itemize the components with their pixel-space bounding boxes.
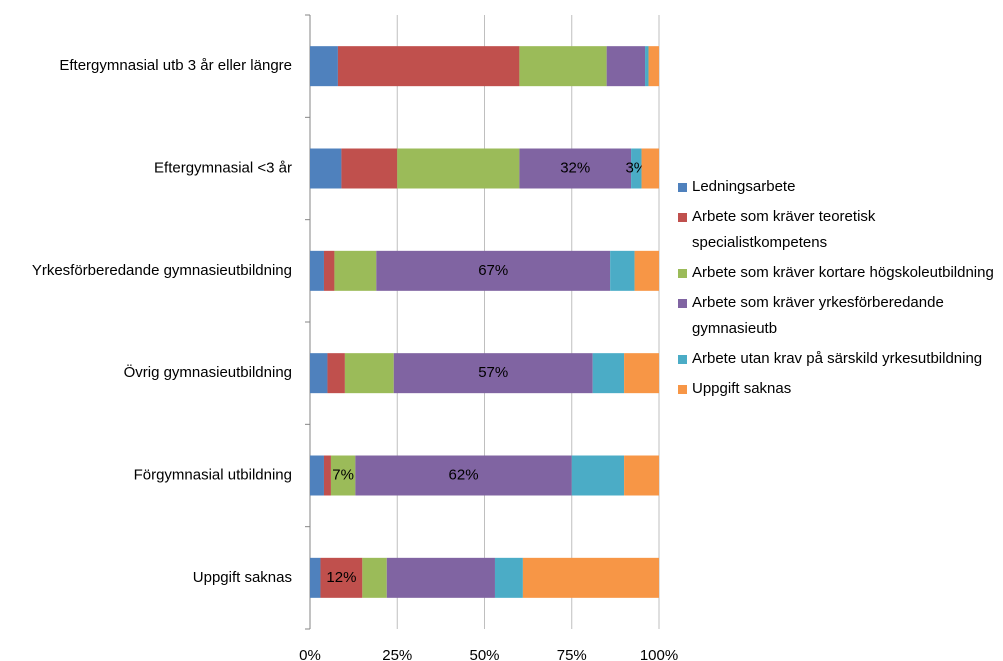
legend-label: Ledningsarbete (692, 178, 796, 195)
x-tick-label: 25% (382, 647, 412, 661)
legend-swatch (678, 269, 687, 278)
bar-segment (386, 557, 495, 598)
legend-label: Arbete som kräver kortare högskoleutbild… (692, 264, 994, 281)
bar-segment (330, 455, 356, 496)
bar-segment (323, 250, 335, 291)
data-label: 67% (478, 262, 508, 279)
bar-segment (310, 250, 324, 291)
legend-item: Arbete som kräver yrkesförberedande gymn… (678, 290, 1000, 342)
bar-segment (310, 46, 338, 87)
bar-segment (610, 250, 635, 291)
x-tick-label: 100% (640, 647, 678, 661)
bar-segment (645, 46, 649, 87)
bar-segment (362, 557, 387, 598)
legend-item: Arbete som kräver kortare högskoleutbild… (678, 260, 1000, 286)
legend: Ledningsarbete Arbete som kräver teoretis… (678, 174, 1000, 402)
legend-swatch (678, 299, 687, 308)
legend-label: Arbete som kräver teoretisk specialistko… (692, 208, 876, 251)
bar-segment (310, 148, 342, 189)
legend-item: Ledningsarbete (678, 174, 1000, 200)
data-label: 32% (560, 159, 590, 176)
bar-segment (571, 455, 625, 496)
bar-segment (310, 557, 321, 598)
y-tick-label: Eftergymnasial utb 3 år eller längre (59, 57, 292, 74)
bar-segment (337, 46, 520, 87)
y-tick-label: Eftergymnasial <3 år (154, 159, 292, 176)
bar-segment (519, 148, 632, 189)
legend-swatch (678, 183, 687, 192)
bar-segment (310, 455, 324, 496)
bar-segment (519, 46, 607, 87)
bar-segment (397, 148, 520, 189)
bar-segment (606, 46, 646, 87)
bar-segment (393, 353, 593, 394)
legend-swatch (678, 213, 687, 222)
bar-segment (341, 148, 398, 189)
y-tick-label: Förgymnasial utbildning (134, 466, 292, 483)
data-label: 57% (478, 364, 508, 381)
y-tick-label: Övrig gymnasieutbildning (124, 363, 292, 381)
bar-segment (327, 353, 345, 394)
bar-segment (624, 353, 659, 394)
legend-label: Arbete som kräver yrkesförberedande gymn… (692, 294, 944, 337)
bar-segment (631, 148, 642, 189)
bar-segment (323, 455, 331, 496)
bar-segment (592, 353, 625, 394)
bar-segment (334, 250, 377, 291)
bar-segment (522, 557, 659, 598)
y-tick-label: Yrkesförberedande gymnasieutbildning (32, 262, 292, 279)
legend-item: Uppgift saknas (678, 376, 1000, 402)
bar-segment (648, 46, 659, 87)
y-tick-label: Uppgift saknas (193, 569, 292, 586)
bar-segment (641, 148, 659, 189)
legend-swatch (678, 355, 687, 364)
bar-segment (310, 353, 328, 394)
bar-segment (320, 557, 363, 598)
x-tick-label: 50% (469, 647, 499, 661)
legend-swatch (678, 385, 687, 394)
x-tick-label: 75% (557, 647, 587, 661)
x-tick-label: 0% (299, 647, 321, 661)
legend-label: Uppgift saknas (692, 380, 792, 397)
legend-label: Arbete utan krav på särskild yrkesutbild… (692, 350, 983, 367)
bar-segment (634, 250, 659, 291)
bar-segment (494, 557, 523, 598)
legend-item: Arbete utan krav på särskild yrkesutbild… (678, 346, 1000, 372)
legend-item: Arbete som kräver teoretisk specialistko… (678, 204, 1000, 256)
bar-segment (355, 455, 572, 496)
data-label: 62% (449, 466, 479, 483)
bar-segment (376, 250, 611, 291)
data-label: 12% (326, 569, 356, 586)
data-label: 7% (332, 466, 354, 483)
bar-segment (624, 455, 659, 496)
bar-segment (344, 353, 394, 394)
